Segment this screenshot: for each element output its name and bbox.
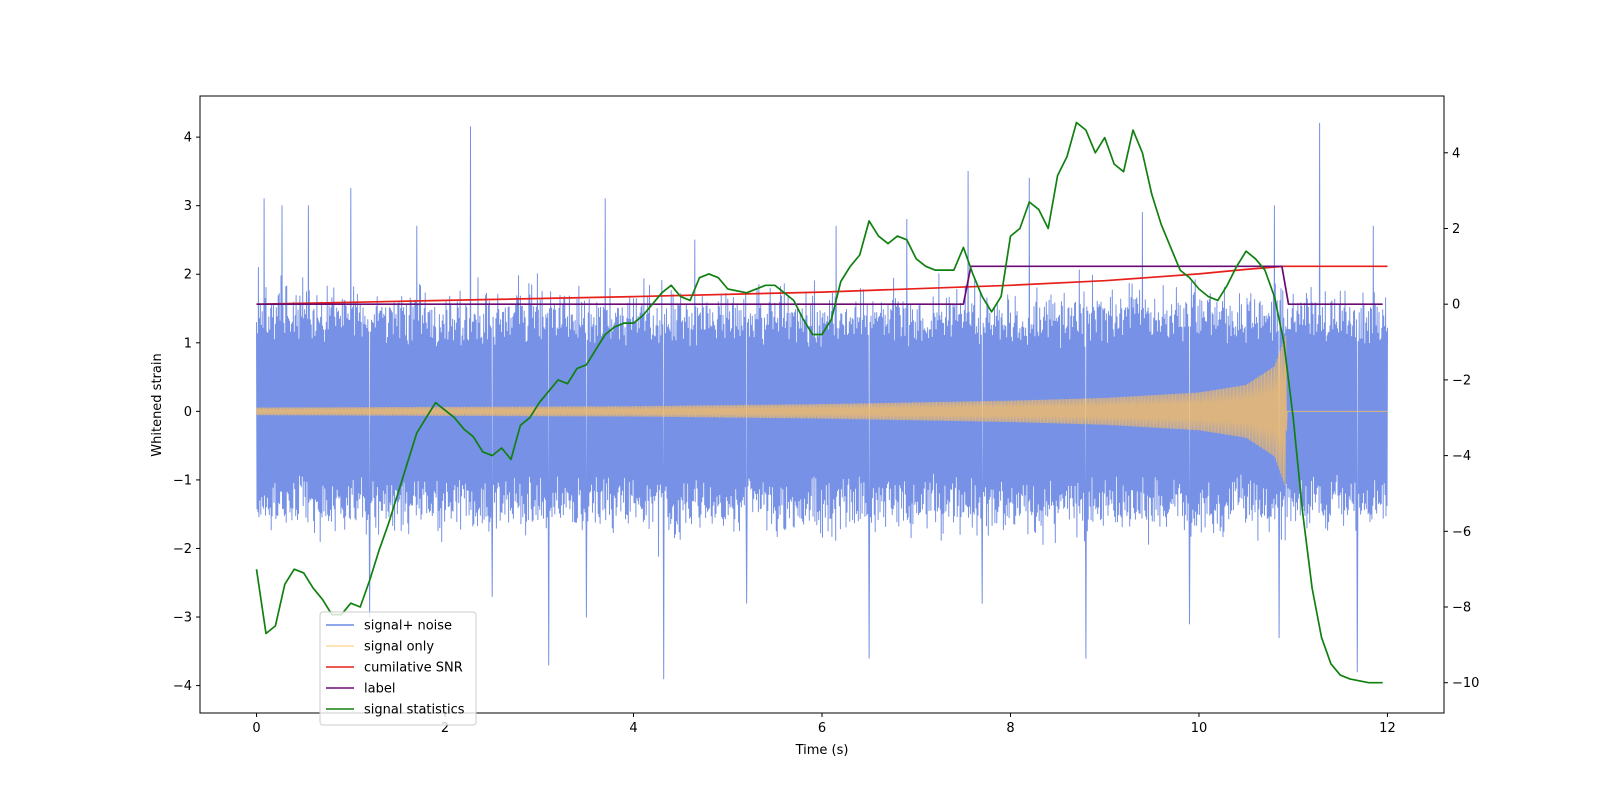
x-tick-label: 8	[1006, 721, 1014, 736]
x-axis-label: Time (s)	[795, 743, 849, 758]
y-left-tick-label: 1	[184, 336, 192, 351]
y-left-tick-label: −4	[173, 679, 192, 694]
y-right-tick-label: 2	[1452, 222, 1460, 237]
legend-label: signal+ noise	[364, 619, 452, 634]
legend-label: cumilative SNR	[364, 661, 463, 676]
legend: signal+ noise signal only cumilative SNR la…	[319, 611, 477, 726]
y-left-tick-label: 3	[184, 199, 192, 214]
x-tick-label: 6	[818, 721, 826, 736]
y-left-tick-label: 4	[184, 131, 192, 146]
x-tick-label: 2	[441, 721, 449, 736]
plot-area	[255, 121, 1388, 684]
y-right-tick-label: 4	[1452, 146, 1460, 161]
y-right-tick-label: −4	[1452, 449, 1471, 464]
legend-label: signal only	[364, 640, 434, 655]
legend-label: label	[364, 682, 395, 697]
x-tick-label: 10	[1191, 721, 1208, 736]
y-right-tick-label: −10	[1452, 676, 1479, 691]
series-signal-noise-line	[256, 122, 1388, 680]
y-right-tick-label: −2	[1452, 373, 1471, 388]
y-right-tick-label: 0	[1452, 298, 1460, 313]
y-left-tick-label: 2	[184, 268, 192, 283]
y-left-tick-label: −2	[173, 542, 192, 557]
x-tick-label: 4	[629, 721, 637, 736]
y-right-tick-label: −8	[1452, 601, 1471, 616]
y-left-tick-label: −1	[173, 473, 192, 488]
series-signal-only-line	[256, 335, 1388, 486]
y-left-tick-label: −3	[173, 611, 192, 626]
legend-label: signal statistics	[364, 703, 465, 718]
x-tick-label: 0	[252, 721, 260, 736]
y-axis-label-left: Whitened strain	[150, 353, 165, 456]
legend-box	[319, 611, 477, 726]
x-tick-label: 12	[1379, 721, 1396, 736]
series-cumilative-snr-line	[256, 265, 1388, 306]
y-left-tick-label: 0	[184, 405, 192, 420]
series-signal-statistics-line	[255, 121, 1383, 684]
series-label-line	[256, 265, 1383, 306]
y-right-tick-label: −6	[1452, 525, 1471, 540]
